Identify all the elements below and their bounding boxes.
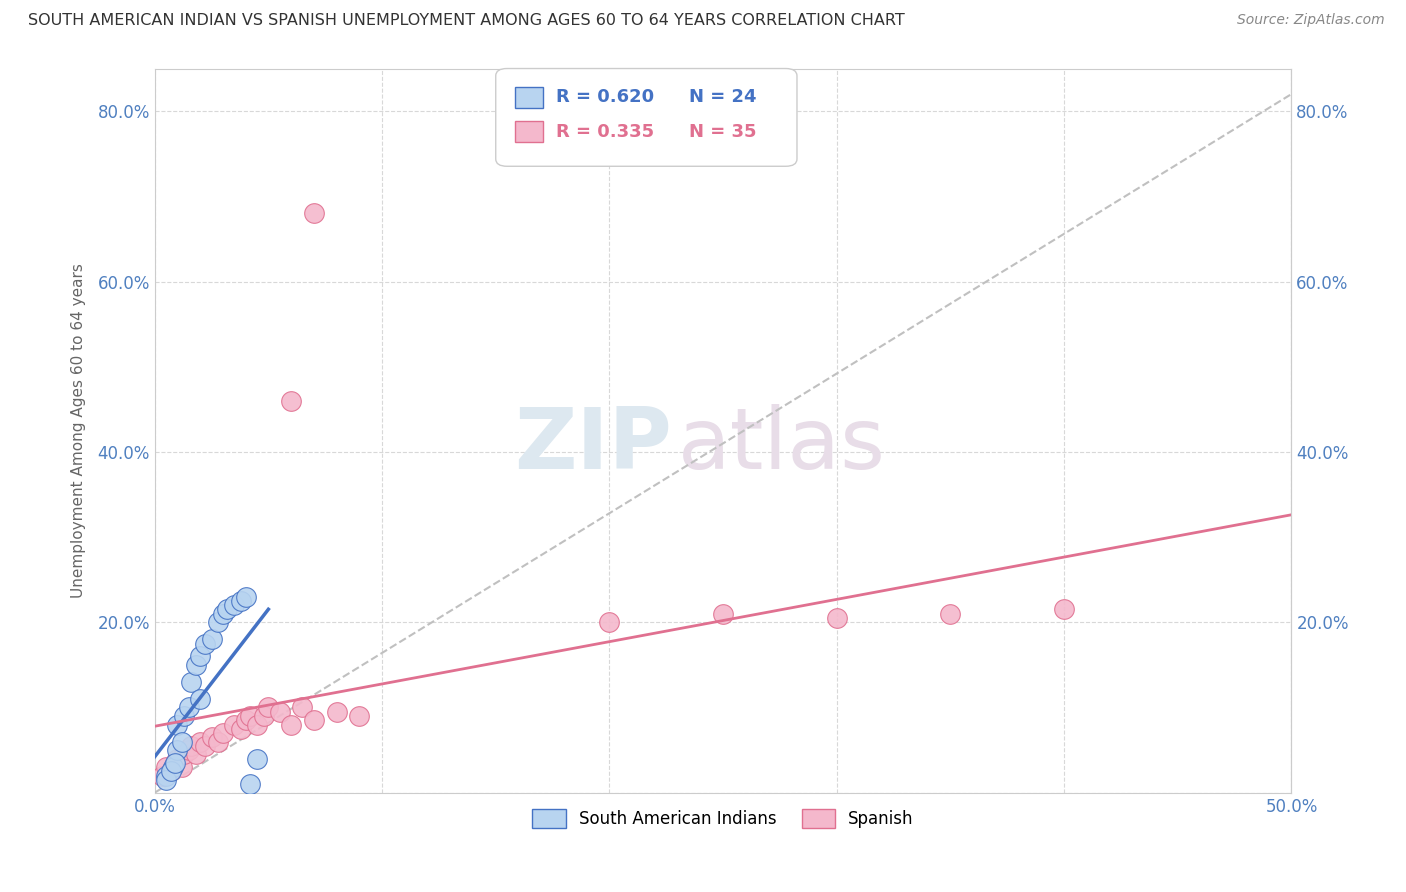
Point	[155, 772, 177, 787]
Legend: South American Indians, Spanish: South American Indians, Spanish	[526, 803, 921, 835]
Point	[165, 756, 187, 770]
Point	[155, 760, 177, 774]
Y-axis label: Unemployment Among Ages 60 to 64 years: Unemployment Among Ages 60 to 64 years	[72, 263, 86, 598]
Point	[235, 713, 257, 727]
Point	[325, 705, 347, 719]
Point	[159, 764, 181, 779]
Point	[173, 709, 195, 723]
Point	[291, 700, 314, 714]
Point	[269, 705, 291, 719]
Point	[173, 747, 195, 762]
Point	[177, 700, 200, 714]
Point	[180, 739, 202, 753]
Point	[162, 760, 184, 774]
Point	[165, 756, 187, 770]
Point	[188, 734, 211, 748]
Text: Source: ZipAtlas.com: Source: ZipAtlas.com	[1237, 13, 1385, 28]
Point	[711, 607, 734, 621]
Point	[257, 700, 280, 714]
FancyBboxPatch shape	[496, 69, 797, 166]
Point	[212, 726, 235, 740]
Point	[188, 692, 211, 706]
Text: SOUTH AMERICAN INDIAN VS SPANISH UNEMPLOYMENT AMONG AGES 60 TO 64 YEARS CORRELAT: SOUTH AMERICAN INDIAN VS SPANISH UNEMPLO…	[28, 13, 905, 29]
Point	[150, 769, 173, 783]
Point	[280, 717, 302, 731]
Point	[166, 751, 188, 765]
Point	[224, 717, 246, 731]
Point	[166, 717, 188, 731]
Text: atlas: atlas	[678, 403, 886, 486]
Text: R = 0.335: R = 0.335	[555, 122, 654, 141]
Point	[180, 674, 202, 689]
Point	[825, 611, 848, 625]
Point	[302, 206, 325, 220]
Point	[235, 590, 257, 604]
Point	[229, 722, 252, 736]
Point	[1053, 602, 1076, 616]
Point	[170, 760, 193, 774]
Point	[239, 777, 262, 791]
Point	[207, 734, 229, 748]
Point	[224, 599, 246, 613]
Text: N = 35: N = 35	[689, 122, 756, 141]
Point	[239, 709, 262, 723]
Point	[212, 607, 235, 621]
Point	[207, 615, 229, 630]
Point	[280, 393, 302, 408]
Point	[217, 602, 239, 616]
Point	[194, 739, 217, 753]
Point	[200, 632, 222, 647]
Point	[177, 743, 200, 757]
Point	[349, 709, 371, 723]
Point	[939, 607, 962, 621]
Point	[188, 649, 211, 664]
Point	[170, 734, 193, 748]
FancyBboxPatch shape	[515, 87, 544, 108]
FancyBboxPatch shape	[515, 120, 544, 143]
Point	[159, 764, 181, 779]
Point	[598, 615, 620, 630]
Point	[246, 717, 269, 731]
Text: ZIP: ZIP	[515, 403, 672, 486]
Text: R = 0.620: R = 0.620	[555, 88, 654, 106]
Point	[302, 713, 325, 727]
Point	[184, 747, 207, 762]
Point	[253, 709, 276, 723]
Point	[184, 657, 207, 672]
Point	[166, 743, 188, 757]
Text: N = 24: N = 24	[689, 88, 756, 106]
Point	[194, 636, 217, 650]
Point	[200, 731, 222, 745]
Point	[155, 769, 177, 783]
Point	[229, 594, 252, 608]
Point	[246, 751, 269, 765]
